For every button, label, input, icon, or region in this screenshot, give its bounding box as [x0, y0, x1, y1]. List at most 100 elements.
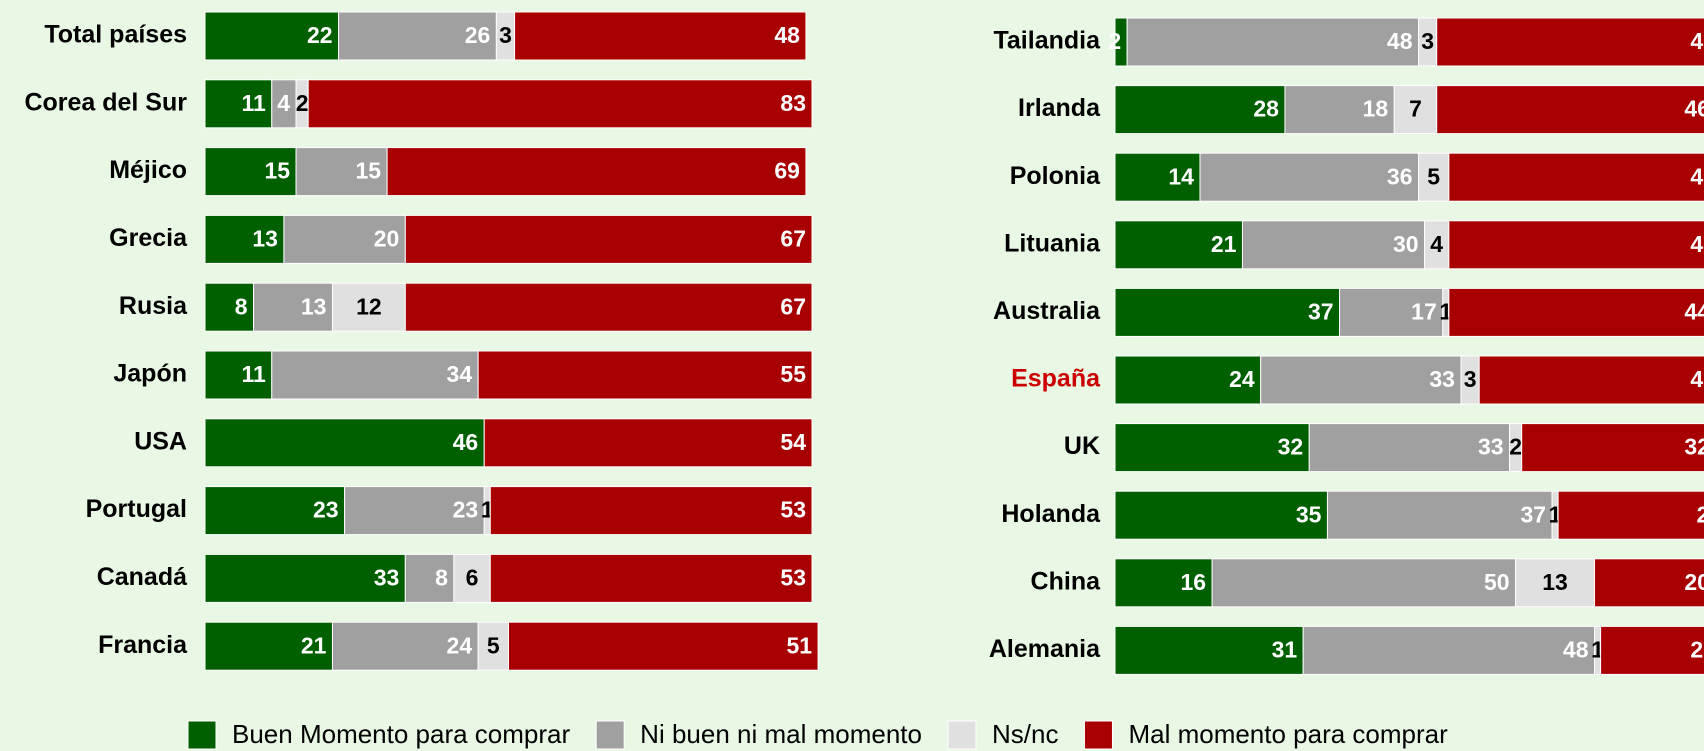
bar-segment	[204, 79, 273, 129]
bar-segment	[204, 147, 297, 197]
bar-segment	[204, 418, 485, 468]
bar-segment	[1114, 287, 1341, 337]
value-label: 2	[1108, 28, 1121, 54]
value-label: 15	[356, 158, 382, 184]
value-label: 14	[1168, 163, 1194, 189]
value-label: 13	[252, 225, 278, 251]
value-label: 8	[235, 293, 248, 319]
value-label: 11	[241, 361, 266, 387]
value-label: 4	[277, 90, 290, 116]
value-label: 46	[453, 429, 479, 455]
value-label: 3	[1421, 28, 1434, 54]
bar-segment	[1302, 625, 1596, 675]
category-label: Total países	[44, 21, 187, 49]
bar-segment	[1436, 85, 1704, 135]
value-label: 33	[374, 564, 400, 590]
bar-segment	[1114, 423, 1310, 473]
category-label: Francia	[98, 631, 188, 659]
bar-segment	[508, 621, 819, 671]
bar-segment	[1308, 423, 1511, 473]
bar-segment	[307, 79, 813, 129]
value-label: 28	[1696, 501, 1704, 527]
legend-label: Mal momento para comprar	[1128, 719, 1448, 749]
value-label: 4	[1430, 231, 1443, 257]
legend-swatch	[947, 720, 977, 750]
bar-segment	[1436, 17, 1704, 67]
bar-segment	[1557, 490, 1704, 540]
category-label: Alemania	[989, 635, 1101, 663]
value-label: 21	[1211, 231, 1237, 257]
value-label: 2	[1509, 434, 1522, 460]
value-label: 23	[313, 497, 339, 523]
value-label: 17	[1411, 298, 1437, 324]
category-label: UK	[1064, 432, 1100, 460]
value-label: 32	[1684, 434, 1704, 460]
bar-segment	[489, 486, 813, 536]
bar-segment	[1424, 220, 1450, 270]
value-label: 28	[1253, 96, 1279, 122]
bar-segment	[1448, 287, 1704, 337]
category-label: Rusia	[119, 292, 188, 320]
legend-label: Ns/nc	[992, 719, 1058, 749]
value-label: 47	[1690, 28, 1704, 54]
bar-segment	[1114, 152, 1201, 202]
bar-segment	[1114, 558, 1213, 608]
legend-label: Buen Momento para comprar	[232, 719, 571, 749]
bar-segment	[453, 553, 491, 603]
category-label: España	[1011, 365, 1101, 393]
value-label: 12	[356, 293, 382, 319]
bar-segment	[1326, 490, 1553, 540]
bar-segment	[404, 214, 813, 264]
bar-segment	[204, 486, 346, 536]
bar-segment	[295, 147, 388, 197]
bar-segment	[204, 350, 273, 400]
value-label: 30	[1393, 231, 1419, 257]
value-label: 54	[780, 429, 806, 455]
value-label: 36	[1387, 163, 1413, 189]
bar-segment	[1126, 17, 1419, 67]
value-label: 8	[435, 564, 448, 590]
value-label: 13	[301, 293, 327, 319]
bar-segment	[477, 350, 813, 400]
value-label: 37	[1520, 501, 1546, 527]
value-label: 23	[453, 497, 479, 523]
value-label: 40	[1690, 366, 1704, 392]
category-label: Grecia	[109, 224, 188, 252]
value-label: 6	[466, 564, 479, 590]
bar-segment	[1339, 287, 1444, 337]
category-label: Tailandia	[993, 27, 1101, 55]
bar-segment	[1199, 152, 1419, 202]
category-label: Portugal	[86, 495, 187, 523]
category-label: China	[1031, 567, 1102, 595]
legend-swatch	[595, 720, 625, 750]
bar-segment	[514, 11, 807, 61]
category-label: Corea del Sur	[24, 88, 187, 116]
value-label: 18	[1363, 96, 1389, 122]
value-label: 3	[499, 22, 512, 48]
value-label: 33	[1478, 434, 1504, 460]
category-label: USA	[134, 427, 187, 455]
bar-segment	[404, 553, 455, 603]
value-label: 53	[780, 564, 806, 590]
bar-segment	[1478, 355, 1704, 405]
value-label: 11	[241, 90, 266, 116]
value-label: 48	[1563, 636, 1589, 662]
value-label: 24	[1229, 366, 1255, 392]
value-label: 50	[1484, 569, 1510, 595]
value-label: 24	[447, 632, 473, 658]
category-label: Japón	[113, 360, 187, 388]
legend-swatch	[1083, 720, 1113, 750]
value-label: 33	[1429, 366, 1455, 392]
value-label: 31	[1272, 636, 1298, 662]
value-label: 67	[780, 293, 806, 319]
bar-segment	[477, 621, 509, 671]
value-label: 83	[780, 90, 806, 116]
bar-segment	[489, 553, 813, 603]
legend-label: Ni buen ni mal momento	[640, 719, 922, 749]
legend-swatch	[187, 720, 217, 750]
bar-segment	[386, 147, 807, 197]
category-label: Irlanda	[1018, 94, 1101, 122]
value-label: 46	[1684, 96, 1704, 122]
value-label: 20	[1684, 569, 1704, 595]
